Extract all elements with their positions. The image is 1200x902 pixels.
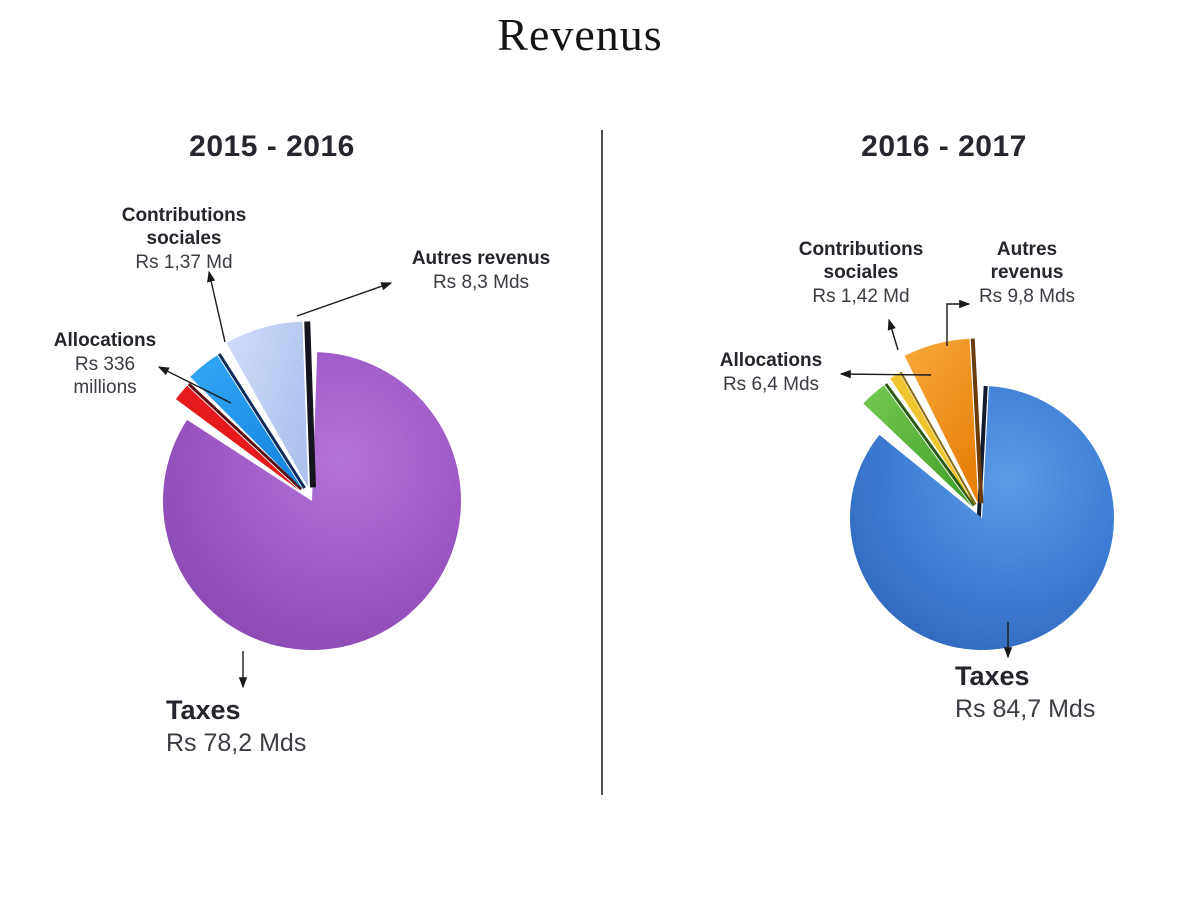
callout-value: Rs 6,4 Mds [722,373,820,395]
callout-value: Rs 9,8 Mds [978,285,1076,307]
callout-title: Taxes [955,661,1030,691]
callout-title: Contributions sociales [798,239,924,283]
pie-slice-edge-contributions-sociales [217,353,306,489]
callout-value: Rs 8,3 Mds [432,271,530,293]
pie-chart-2015-2016 [157,270,461,689]
pie-slice-edge-autres-revenus [304,321,316,488]
callout-allocations-2016: Allocations Rs 6,4 Mds [691,350,851,397]
pie-slice-contributions-sociales [190,355,303,490]
pie-slice-allocations [175,385,300,491]
callout-arrow-contributions-sociales [887,318,899,351]
pie-slice-edge-autres-revenus [970,338,984,504]
callout-taxes-2016: Taxes Rs 84,7 Mds [955,660,1175,724]
callout-allocations-2015: Allocations Rs 336 millions [25,330,185,399]
callout-arrow-allocations [157,366,232,404]
callout-value: Rs 1,37 Md [135,251,233,273]
pie-slice-allocations [863,385,973,507]
pie-slice-autres-revenus [226,321,309,488]
callout-arrow-contributions-sociales [207,270,226,343]
callout-arrows-group [839,299,1013,659]
callout-title: Autres revenus [990,239,1064,283]
callout-autres-revenus-2015: Autres revenus Rs 8,3 Mds [391,248,571,295]
pie-slice-edge-contributions-sociales [899,371,977,505]
callout-title: Taxes [166,695,241,725]
pie-slices-group [163,321,461,650]
callout-contributions-sociales-2016: Contributions sociales Rs 1,42 Md [761,239,961,308]
pie-slices-group [850,338,1114,650]
callout-contributions-sociales-2015: Contributions sociales Rs 1,37 Md [84,205,284,274]
pie-slice-taxes [163,352,461,650]
callout-arrow-autres-revenus [296,282,393,317]
callout-arrow-autres-revenus [946,299,971,346]
pie-slice-contributions-sociales [890,372,975,506]
callout-value: Rs 84,7 Mds [955,695,1096,724]
callout-title: Contributions sociales [121,205,247,249]
chart-divider-line [601,130,603,795]
callout-arrow-allocations [839,369,932,379]
callout-title: Allocations [719,350,823,371]
callout-value: Rs 336 millions [73,353,137,398]
chart-period-2015-2016: 2015 - 2016 [189,130,355,163]
callout-taxes-2015: Taxes Rs 78,2 Mds [166,694,386,758]
pie-chart-2016-2017 [839,299,1114,659]
chart-period-2016-2017: 2016 - 2017 [861,130,1027,163]
pie-slice-taxes [850,386,1114,650]
pie-slice-edge-allocations [884,383,976,507]
page-title: Revenus [497,9,663,60]
callout-arrows-group [157,270,393,689]
callout-value: Rs 78,2 Mds [166,729,307,758]
callout-title: Autres revenus [411,248,551,269]
pie-slice-autres-revenus [904,338,979,504]
callout-title: Allocations [53,330,157,351]
pie-slice-edge-allocations [187,382,303,491]
callout-autres-revenus-2016: Autres revenus Rs 9,8 Mds [947,239,1107,308]
callout-value: Rs 1,42 Md [812,285,910,307]
